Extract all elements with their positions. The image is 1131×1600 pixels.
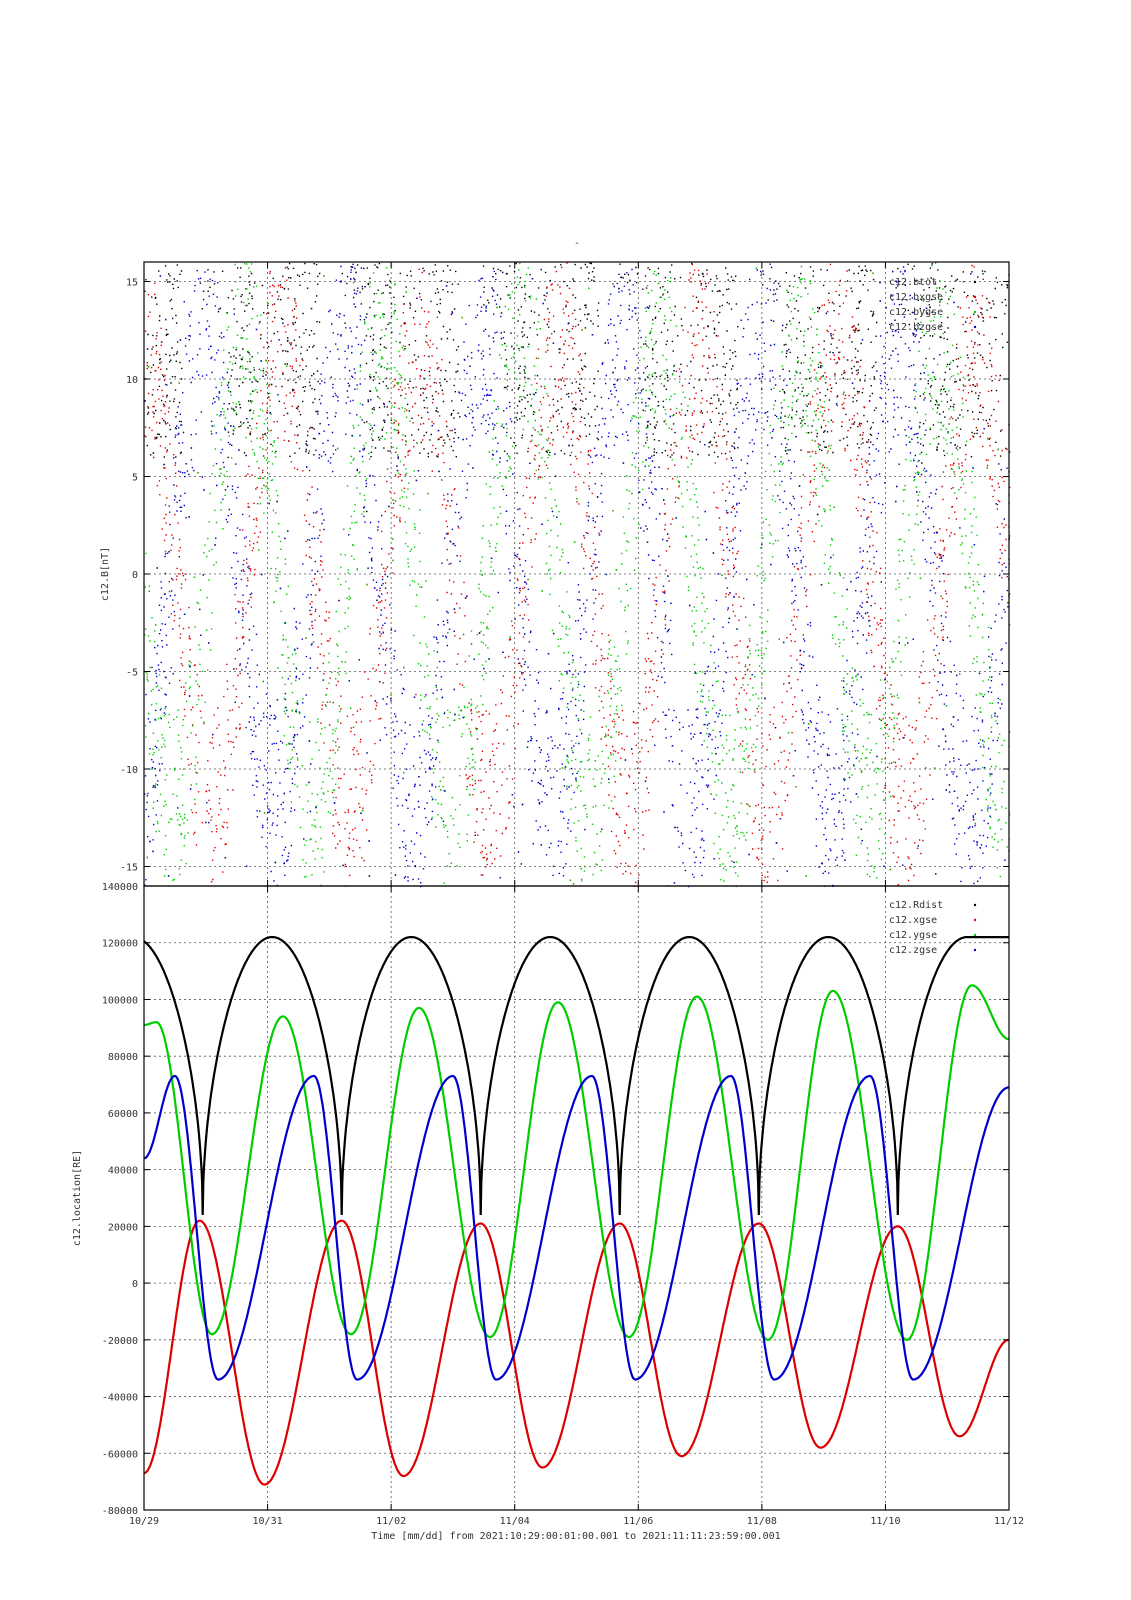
x-tick-label: 10/29 [129, 1516, 159, 1527]
y-tick-label: -5 [126, 668, 138, 679]
y-tick-label: -40000 [102, 1393, 138, 1404]
series-line-c12.xgse [144, 1219, 1010, 1486]
x-tick-label: 11/04 [500, 1516, 530, 1527]
legend-marker [973, 948, 977, 952]
y-tick-label: 40000 [108, 1166, 138, 1177]
legend-label: c12.Rdist [889, 900, 943, 911]
legend-marker [973, 933, 977, 937]
x-tick-label: 11/08 [747, 1516, 777, 1527]
x-axis-ticks: 10/29 10/31 11/02 11/04 11/06 11/08 11/10 11/12 [129, 262, 1024, 1527]
chart-title: - [574, 238, 580, 249]
x-tick-label: 11/12 [994, 1516, 1024, 1527]
legend-label: c12.xgse [889, 915, 937, 926]
top-panel-grid [144, 262, 1009, 886]
x-tick-label: 11/06 [623, 1516, 653, 1527]
top-panel-scatter-points [144, 262, 1011, 888]
x-axis-label: Time [mm/dd] from 2021:10:29:00:01:00.00… [371, 1531, 780, 1542]
y-tick-label: 20000 [108, 1222, 138, 1233]
y-tick-label: -10 [120, 765, 138, 776]
y-tick-label: 60000 [108, 1109, 138, 1120]
y-tick-label: 0 [132, 570, 138, 581]
top-panel-y-axis-label: c12.B[nT] [100, 547, 111, 601]
legend-label: c12.bxgse [889, 292, 943, 303]
scatter-points-c12.bzgse [144, 263, 1011, 888]
y-tick-label: -20000 [102, 1336, 138, 1347]
y-tick-label: -80000 [102, 1506, 138, 1517]
y-tick-label: 5 [132, 473, 138, 484]
series-line-c12.zgse [143, 1074, 1009, 1381]
y-tick-label: 100000 [102, 995, 138, 1006]
legend-marker [973, 280, 977, 284]
bottom-panel-y-axis-label: c12.location[RE] [72, 1150, 83, 1246]
legend-label: c12.btot [889, 277, 937, 288]
series-line-c12.ygse [144, 984, 1010, 1341]
legend-marker [973, 903, 977, 907]
bottom-panel-y-ticks: 140000 120000 100000 80000 60000 40000 20000 0 -… [102, 882, 1009, 1517]
y-tick-label: 10 [126, 375, 138, 386]
scatter-points-c12.bxgse [144, 262, 1011, 887]
y-tick-label: -15 [120, 863, 138, 874]
y-tick-label: 80000 [108, 1052, 138, 1063]
legend-label: c12.ygse [889, 930, 937, 941]
y-tick-label: 0 [132, 1279, 138, 1290]
scatter-points-c12.bygse [144, 262, 1011, 888]
legend-marker [973, 310, 977, 314]
y-tick-label: 140000 [102, 882, 138, 893]
x-tick-label: 11/02 [376, 1516, 406, 1527]
legend-label: c12.zgse [889, 945, 937, 956]
bottom-panel-frame [143, 885, 1010, 1511]
legend-label: c12.bzgse [889, 322, 943, 333]
y-tick-label: 15 [126, 278, 138, 289]
legend-marker [973, 918, 977, 922]
top-panel-y-ticks: 15 10 5 0 -5 -10 -15 [120, 278, 1009, 874]
legend-label: c12.bygse [889, 307, 943, 318]
y-tick-label: -60000 [102, 1449, 138, 1460]
top-panel-legend: c12.btot c12.bxgse c12.bygse c12.bzgse [889, 277, 977, 333]
legend-marker [973, 295, 977, 299]
bottom-panel-lines [143, 935, 1010, 1486]
legend-marker [973, 325, 977, 329]
x-tick-label: 11/10 [870, 1516, 900, 1527]
series-line-c12.Rdist [143, 935, 1009, 1216]
bottom-panel-grid [144, 885, 1009, 1511]
x-tick-label: 10/31 [253, 1516, 283, 1527]
y-tick-label: 120000 [102, 939, 138, 950]
bottom-panel-legend: c12.Rdist c12.xgse c12.ygse c12.zgse [889, 900, 977, 956]
